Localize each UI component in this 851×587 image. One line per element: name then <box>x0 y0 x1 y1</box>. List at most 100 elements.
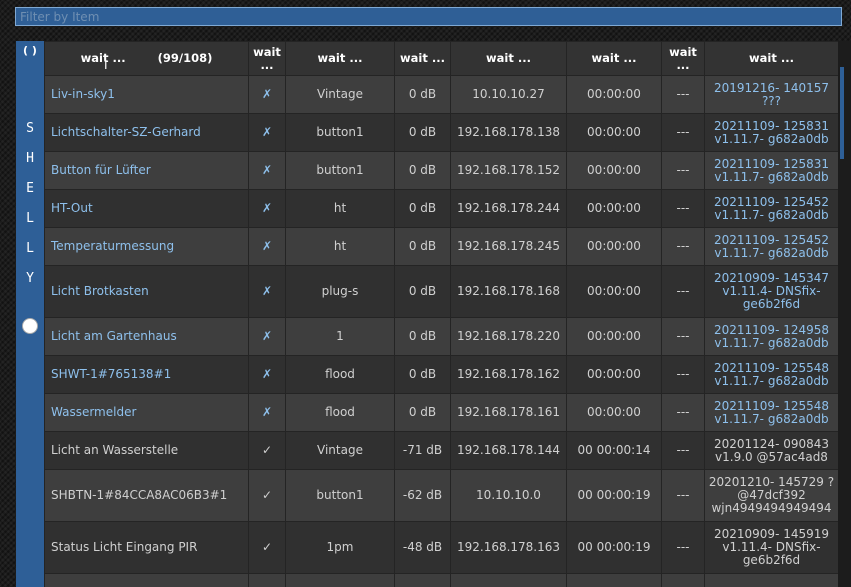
uptime-value: 00:00:00 <box>566 227 662 266</box>
table-row[interactable]: 20211004- 121655 <box>44 573 838 587</box>
firmware-version: 20191216- 140157 ??? <box>704 75 838 114</box>
collapse-icon[interactable]: ( ) <box>23 44 37 57</box>
table-row[interactable]: Temperaturmessung ✗ ht 0 dB 192.168.178.245 0… <box>44 227 838 266</box>
header-uptime[interactable]: wait ... <box>566 41 662 76</box>
sidebar-letter-l1: L <box>26 211 34 226</box>
rssi-value: 0 dB <box>394 189 451 228</box>
status-icon <box>248 573 286 587</box>
table-row[interactable]: SHBTN-1#84CCA8AC06B3#1 ✓ button1 -62 dB 10.1… <box>44 469 838 522</box>
ip-address: 192.168.178.245 <box>450 227 567 266</box>
uptime-value: 00:00:00 <box>566 393 662 432</box>
header-rssi[interactable]: wait ... <box>394 41 451 76</box>
device-type <box>285 573 395 587</box>
header-extra[interactable]: wait ... <box>661 41 705 76</box>
uptime-value: 00:00:00 <box>566 265 662 318</box>
device-name[interactable]: Licht am Gartenhaus <box>44 317 249 356</box>
table-row[interactable]: Licht Brotkasten ✗ plug-s 0 dB 192.168.178.1… <box>44 265 838 318</box>
table-header-row: wait ... (99/108) wait ... wait ... wait… <box>44 41 838 76</box>
extra-value <box>661 573 705 587</box>
ip-address: 192.168.178.161 <box>450 393 567 432</box>
ip-address: 192.168.178.163 <box>450 521 567 574</box>
status-icon: ✗ <box>248 355 286 394</box>
scrollbar[interactable] <box>838 41 851 587</box>
device-type: plug-s <box>285 265 395 318</box>
rssi-value: 0 dB <box>394 151 451 190</box>
device-table: wait ... (99/108) wait ... wait ... wait… <box>44 41 838 587</box>
table-row[interactable]: Licht an Wasserstelle ✓ Vintage -71 dB 192.1… <box>44 431 838 470</box>
uptime-value: 00 00:00:19 <box>566 521 662 574</box>
header-firmware[interactable]: wait ... <box>704 41 838 76</box>
firmware-version: 20201124- 090843 v1.9.0 @57ac4ad8 <box>704 431 838 470</box>
table-row[interactable]: Status Licht Eingang PIR ✓ 1pm -48 dB 192.16… <box>44 521 838 574</box>
extra-value: --- <box>661 265 705 318</box>
device-name[interactable]: SHBTN-1#84CCA8AC06B3#1 <box>44 469 249 522</box>
rssi-value: 0 dB <box>394 355 451 394</box>
ip-address: 192.168.178.162 <box>450 355 567 394</box>
device-name[interactable]: Liv-in-sky1 <box>44 75 249 114</box>
device-name[interactable]: Wassermelder <box>44 393 249 432</box>
device-type: button1 <box>285 469 395 522</box>
header-name[interactable]: wait ... (99/108) <box>44 41 249 76</box>
table-row[interactable]: SHWT-1#765138#1 ✗ flood 0 dB 192.168.178.162… <box>44 355 838 394</box>
device-name[interactable]: SHWT-1#765138#1 <box>44 355 249 394</box>
firmware-version: 20210909- 145919 v1.11.4- DNSfix- ge6b2f… <box>704 521 838 574</box>
uptime-value: 00 00:00:19 <box>566 469 662 522</box>
rssi-value: -62 dB <box>394 469 451 522</box>
sidebar-letter-l2: L <box>26 241 34 256</box>
device-name[interactable]: Status Licht Eingang PIR <box>44 521 249 574</box>
device-name[interactable]: Temperaturmessung <box>44 227 249 266</box>
uptime-value: 00 00:00:14 <box>566 431 662 470</box>
firmware-version: 20211109- 125548 v1.11.7- g682a0db <box>704 393 838 432</box>
status-icon: ✗ <box>248 227 286 266</box>
device-type: 1 <box>285 317 395 356</box>
rssi-value: 0 dB <box>394 227 451 266</box>
filter-input[interactable] <box>15 7 842 26</box>
firmware-version: 20201210- 145729 ? @47dcf392 wjn49494949… <box>704 469 838 522</box>
rssi-value: 0 dB <box>394 317 451 356</box>
status-icon: ✗ <box>248 151 286 190</box>
ip-address: 10.10.10.27 <box>450 75 567 114</box>
header-type[interactable]: wait ... <box>285 41 395 76</box>
table-row[interactable]: HT-Out ✗ ht 0 dB 192.168.178.244 00:00:00 --- 2… <box>44 189 838 228</box>
table-row[interactable]: Licht am Gartenhaus ✗ 1 0 dB 192.168.178.220… <box>44 317 838 356</box>
firmware-version: 20211109- 125831 v1.11.7- g682a0db <box>704 151 838 190</box>
text-cursor-icon: I <box>104 58 108 72</box>
status-icon: ✓ <box>248 521 286 574</box>
ip-address: 192.168.178.168 <box>450 265 567 318</box>
extra-value: --- <box>661 355 705 394</box>
status-icon: ✗ <box>248 317 286 356</box>
scrollbar-thumb[interactable] <box>840 67 844 159</box>
table-row[interactable]: Lichtschalter-SZ-Gerhard ✗ button1 0 dB 192.… <box>44 113 838 152</box>
uptime-value: 00:00:00 <box>566 317 662 356</box>
table-row[interactable]: Wassermelder ✗ flood 0 dB 192.168.178.161 00:… <box>44 393 838 432</box>
table-row[interactable]: Liv-in-sky1 ✗ Vintage 0 dB 10.10.10.27 00:00:… <box>44 75 838 114</box>
device-type: Vintage <box>285 75 395 114</box>
shelly-sidebar[interactable]: ( ) S H E L L Y <box>16 41 44 587</box>
uptime-value: 00:00:00 <box>566 75 662 114</box>
device-name[interactable]: Licht Brotkasten <box>44 265 249 318</box>
ip-address: 192.168.178.138 <box>450 113 567 152</box>
status-icon: ✓ <box>248 469 286 522</box>
device-type: Vintage <box>285 431 395 470</box>
status-circle-icon[interactable] <box>22 318 38 334</box>
ip-address: 192.168.178.152 <box>450 151 567 190</box>
table-row[interactable]: Button für Lüfter ✗ button1 0 dB 192.168.178… <box>44 151 838 190</box>
status-icon: ✗ <box>248 189 286 228</box>
header-ip[interactable]: wait ... <box>450 41 567 76</box>
status-icon: ✗ <box>248 393 286 432</box>
header-status[interactable]: wait ... <box>248 41 286 76</box>
device-name[interactable]: Button für Lüfter <box>44 151 249 190</box>
device-name[interactable]: Lichtschalter-SZ-Gerhard <box>44 113 249 152</box>
uptime-value <box>566 573 662 587</box>
device-name[interactable]: HT-Out <box>44 189 249 228</box>
extra-value: --- <box>661 113 705 152</box>
rssi-value: -71 dB <box>394 431 451 470</box>
device-name[interactable]: Licht an Wasserstelle <box>44 431 249 470</box>
rssi-value: 0 dB <box>394 75 451 114</box>
status-icon: ✗ <box>248 113 286 152</box>
firmware-version: 20210909- 145347 v1.11.4- DNSfix- ge6b2f… <box>704 265 838 318</box>
firmware-version: 20211109- 124958 v1.11.7- g682a0db <box>704 317 838 356</box>
extra-value: --- <box>661 393 705 432</box>
status-icon: ✗ <box>248 75 286 114</box>
device-name[interactable] <box>44 573 249 587</box>
